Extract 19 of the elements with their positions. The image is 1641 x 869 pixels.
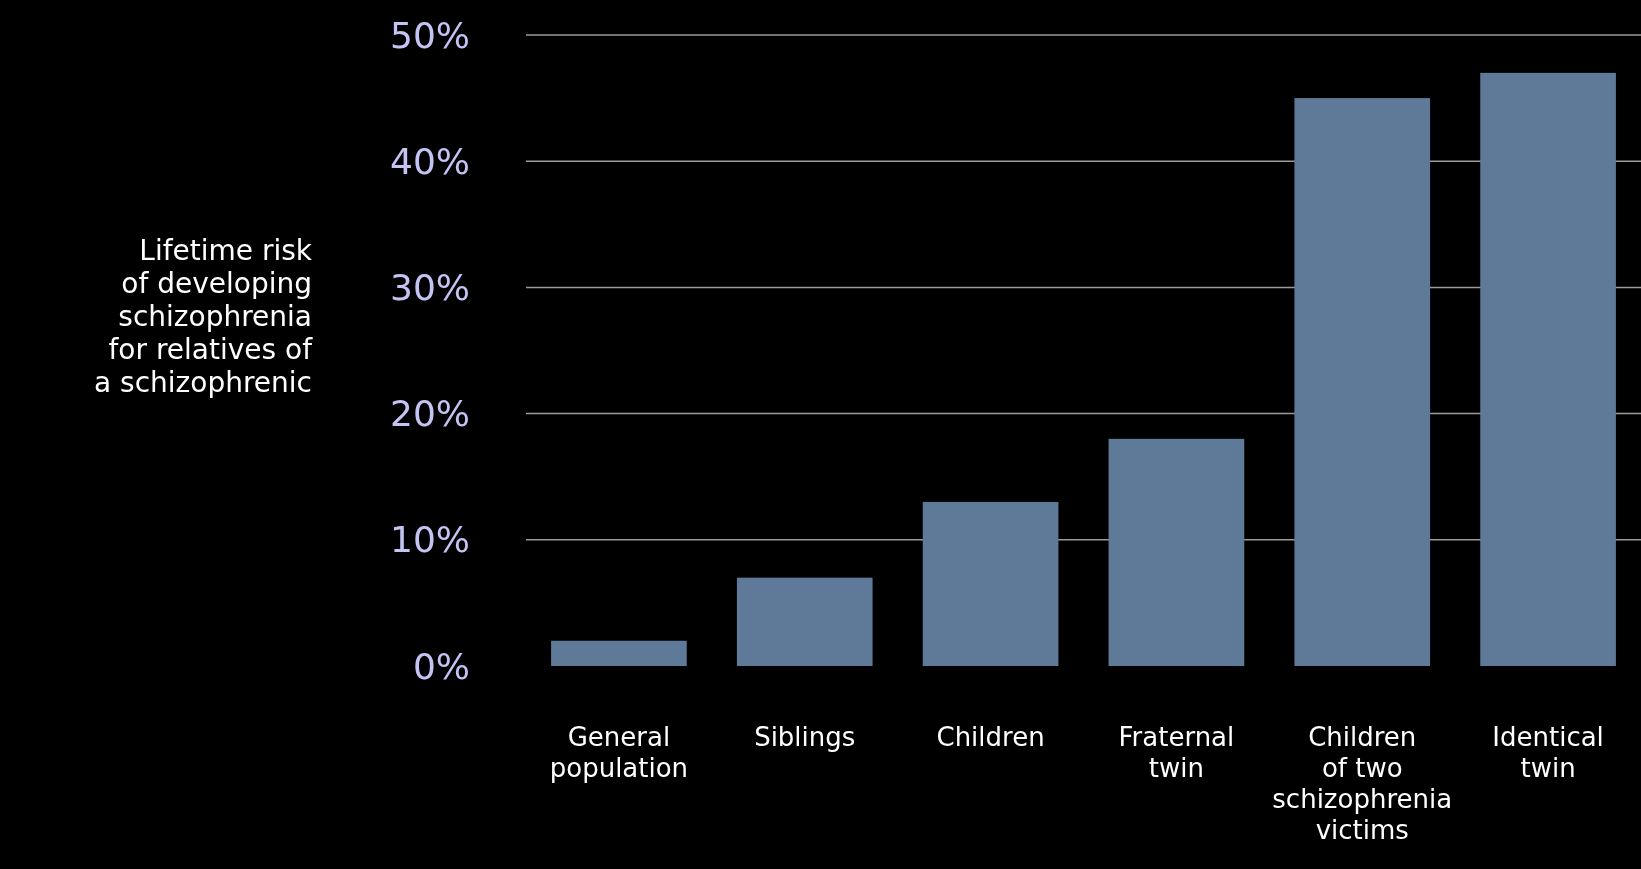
y-tick-label: 20% [389,393,470,435]
y-axis-title: Lifetime risk of developing schizophrenia for relatives of a schizophrenic [94,234,314,399]
y-tick-label: 30% [389,267,470,308]
x-tick-label: Siblings [754,722,856,752]
x-tick-label: General population [549,722,689,783]
bar [736,577,873,666]
bar [1480,72,1616,666]
bar [922,501,1059,666]
bar [551,640,687,666]
x-tick-label: Identical twin [1492,722,1604,783]
x-tick-label: Fraternal twin [1118,722,1235,783]
bar [1294,98,1431,666]
x-tick-label: Children of two schizophrenia victims [1272,722,1453,845]
y-tick-label: 40% [389,140,470,182]
y-tick-label: 10% [389,519,470,561]
y-tick-label: 0% [412,645,470,687]
x-tick-label: Children [936,722,1045,752]
bar [1108,438,1245,666]
y-tick-label: 50% [389,14,470,56]
